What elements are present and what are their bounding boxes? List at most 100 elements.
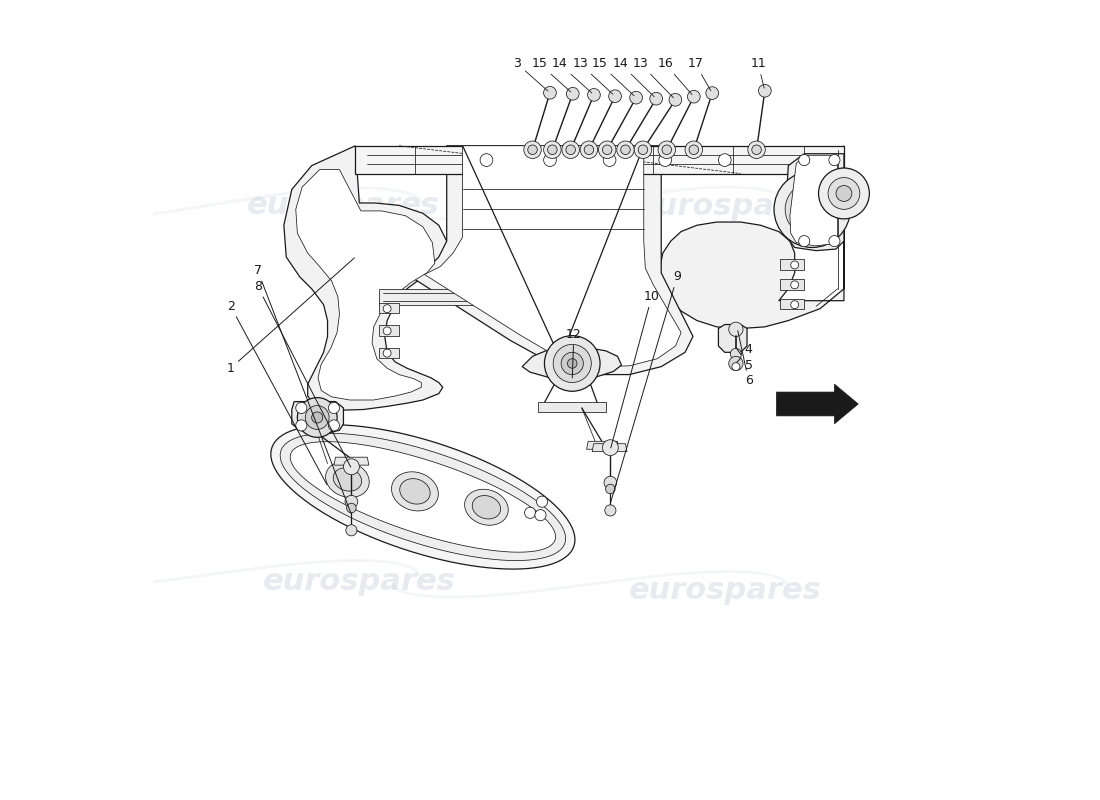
Circle shape: [728, 356, 744, 370]
Text: 2: 2: [227, 300, 327, 485]
Text: 14: 14: [613, 58, 654, 97]
Circle shape: [605, 505, 616, 516]
Circle shape: [329, 402, 340, 414]
Circle shape: [383, 327, 392, 335]
Circle shape: [528, 145, 537, 154]
Circle shape: [791, 281, 799, 289]
Circle shape: [718, 154, 732, 166]
Circle shape: [383, 305, 392, 313]
Text: 12: 12: [566, 328, 582, 378]
Polygon shape: [379, 289, 614, 305]
Circle shape: [688, 90, 701, 103]
Circle shape: [689, 145, 698, 154]
Polygon shape: [777, 384, 858, 424]
Circle shape: [669, 94, 682, 106]
Circle shape: [608, 90, 622, 102]
Circle shape: [606, 484, 615, 494]
Text: 9: 9: [610, 270, 681, 502]
Circle shape: [383, 349, 392, 357]
Polygon shape: [284, 146, 447, 410]
Circle shape: [537, 496, 548, 507]
Circle shape: [791, 301, 799, 309]
Polygon shape: [522, 347, 622, 379]
Text: 7: 7: [254, 264, 351, 513]
Circle shape: [566, 87, 579, 100]
Circle shape: [829, 235, 840, 246]
Text: 15: 15: [531, 58, 571, 92]
Text: 8: 8: [254, 280, 351, 467]
Circle shape: [543, 141, 561, 158]
Circle shape: [345, 525, 358, 536]
Polygon shape: [425, 146, 681, 366]
Circle shape: [617, 141, 635, 158]
Polygon shape: [472, 495, 500, 519]
Circle shape: [306, 406, 329, 430]
Circle shape: [524, 141, 541, 158]
Circle shape: [343, 458, 360, 474]
Text: 17: 17: [688, 58, 711, 90]
Polygon shape: [292, 402, 343, 434]
Circle shape: [480, 154, 493, 166]
Circle shape: [759, 84, 771, 97]
Circle shape: [728, 322, 744, 337]
Polygon shape: [379, 347, 399, 358]
Circle shape: [603, 145, 612, 154]
Circle shape: [620, 145, 630, 154]
Circle shape: [561, 352, 583, 374]
Text: 14: 14: [552, 58, 592, 93]
Circle shape: [785, 182, 839, 236]
Polygon shape: [326, 462, 370, 498]
Circle shape: [799, 235, 810, 246]
Text: 10: 10: [610, 290, 660, 448]
Text: eurospares: eurospares: [248, 191, 440, 220]
Circle shape: [329, 420, 340, 431]
Polygon shape: [379, 326, 399, 336]
Polygon shape: [660, 146, 844, 329]
Circle shape: [565, 145, 575, 154]
Polygon shape: [464, 490, 508, 526]
Polygon shape: [271, 425, 575, 569]
Circle shape: [543, 154, 557, 166]
Circle shape: [562, 141, 580, 158]
Circle shape: [598, 141, 616, 158]
Circle shape: [658, 141, 675, 158]
Circle shape: [635, 141, 651, 158]
Polygon shape: [411, 146, 693, 374]
Text: 13: 13: [632, 58, 673, 98]
Polygon shape: [334, 457, 368, 465]
Polygon shape: [718, 325, 747, 352]
Text: 11: 11: [750, 58, 766, 88]
Polygon shape: [296, 170, 434, 400]
Text: 16: 16: [658, 58, 692, 94]
Circle shape: [829, 154, 840, 166]
Polygon shape: [538, 402, 606, 412]
Circle shape: [346, 503, 356, 513]
Polygon shape: [586, 442, 619, 450]
Circle shape: [732, 362, 740, 370]
Circle shape: [297, 398, 337, 438]
Circle shape: [544, 336, 601, 391]
Circle shape: [730, 348, 741, 359]
Polygon shape: [280, 434, 565, 561]
Circle shape: [774, 171, 850, 247]
Polygon shape: [785, 154, 844, 250]
Polygon shape: [592, 444, 627, 452]
Circle shape: [553, 344, 592, 382]
Text: 15: 15: [592, 58, 634, 96]
Circle shape: [659, 154, 672, 166]
Circle shape: [548, 145, 558, 154]
Circle shape: [568, 358, 578, 368]
Text: eurospares: eurospares: [263, 566, 455, 596]
Circle shape: [751, 145, 761, 154]
Circle shape: [836, 186, 851, 202]
Circle shape: [296, 402, 307, 414]
Circle shape: [535, 510, 546, 521]
Circle shape: [650, 92, 662, 105]
Text: 4: 4: [737, 342, 752, 362]
Text: eurospares: eurospares: [636, 193, 829, 222]
Circle shape: [603, 440, 618, 456]
Circle shape: [311, 412, 322, 423]
Circle shape: [791, 261, 799, 269]
Polygon shape: [780, 259, 804, 270]
Polygon shape: [355, 146, 844, 174]
